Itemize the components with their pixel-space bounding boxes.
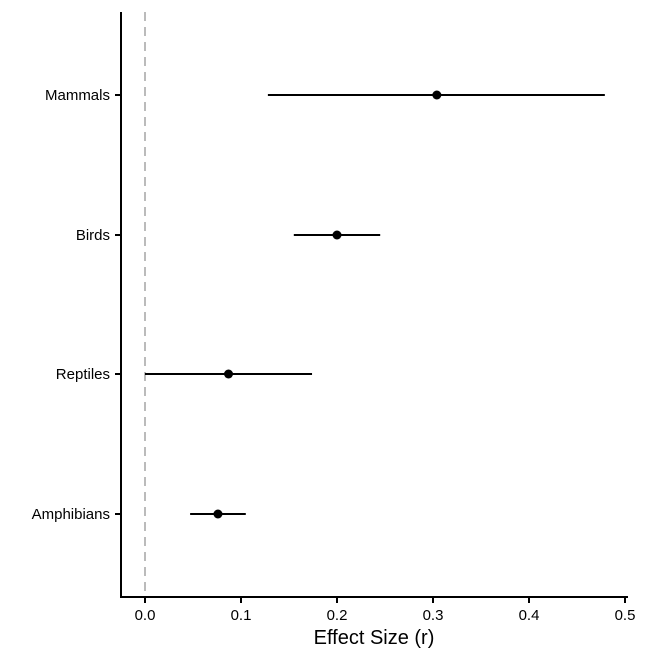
y-tick-label: Reptiles (56, 366, 110, 383)
y-tick-label: Amphibians (32, 506, 110, 523)
x-tick-label: 0.0 (135, 607, 156, 624)
y-tick-label: Mammals (45, 87, 110, 104)
x-tick-label: 0.4 (519, 607, 540, 624)
x-axis-title: Effect Size (r) (314, 627, 435, 649)
x-tick-label: 0.3 (423, 607, 444, 624)
x-tick-label: 0.2 (327, 607, 348, 624)
effect-size-point (332, 230, 342, 240)
effect-size-point (224, 369, 234, 379)
axes (120, 12, 628, 598)
x-tick-label: 0.1 (231, 607, 252, 624)
y-tick-label: Birds (76, 227, 110, 244)
marks (145, 90, 605, 519)
x-ticks: 0.0 0.1 0.2 0.3 0.4 0.5 (135, 597, 636, 624)
effect-size-point (213, 509, 223, 519)
effect-size-point (432, 90, 442, 100)
y-ticks: Mammals Birds Reptiles Amphibians (32, 87, 121, 523)
x-tick-label: 0.5 (615, 607, 636, 624)
